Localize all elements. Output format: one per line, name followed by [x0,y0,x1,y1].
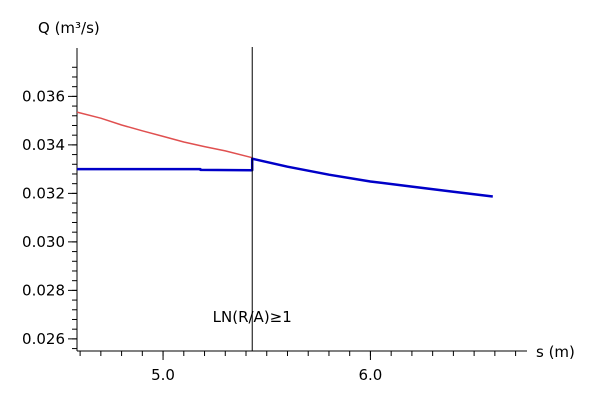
y-ticks: 0.026 0.028 0.030 0.032 0.034 0.036 [22,66,77,350]
axes [76,48,527,352]
series-line-2 [77,157,493,198]
x-ticks: 5.0 6.0 [79,351,517,384]
y-tick-label: 0.036 [22,87,65,105]
y-tick-label: 0.032 [22,184,65,202]
y-axis-title: Q (m³/s) [38,19,100,37]
x-axis-title: s (m) [536,343,575,361]
y-tick-label: 0.034 [22,136,65,154]
y-tick-label: 0.030 [22,233,65,251]
series-line-1 [76,111,253,159]
y-tick-label: 0.026 [22,330,65,348]
annotation-label: LN(R/A)≥1 [213,308,292,326]
x-tick-label: 6.0 [359,366,383,384]
y-tick-label: 0.028 [22,281,65,299]
series-group [76,111,493,198]
x-tick-label: 5.0 [151,366,175,384]
